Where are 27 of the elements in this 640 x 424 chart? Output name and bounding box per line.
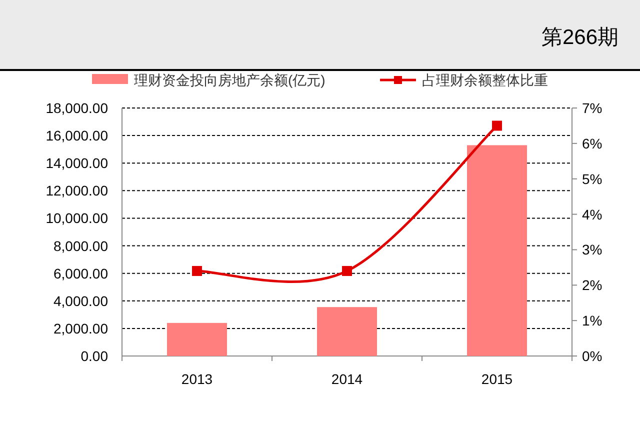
y-tick-label: 4,000.00 bbox=[54, 292, 108, 309]
y-tick-label: 12,000.00 bbox=[46, 182, 108, 199]
y2-tick-label: 6% bbox=[582, 135, 602, 152]
x-tick-label: 2013 bbox=[181, 371, 213, 387]
y-tick-label: 0.00 bbox=[80, 348, 108, 364]
y2-tick-label: 7% bbox=[582, 100, 602, 116]
y-tick-label: 6,000.00 bbox=[54, 265, 108, 282]
y-tick-label: 18,000.00 bbox=[46, 100, 108, 116]
bar bbox=[317, 307, 377, 356]
y-tick-label: 2,000.00 bbox=[54, 320, 108, 336]
y-tick-label: 10,000.00 bbox=[46, 210, 108, 226]
y-tick-label: 16,000.00 bbox=[46, 128, 108, 144]
bar bbox=[467, 145, 527, 356]
y-tick-label: 14,000.00 bbox=[46, 155, 108, 172]
y2-tick-label: 1% bbox=[582, 312, 602, 329]
y2-tick-label: 4% bbox=[582, 206, 602, 222]
y2-tick-label: 2% bbox=[582, 277, 602, 294]
y2-tick-label: 0% bbox=[582, 348, 602, 364]
bar bbox=[167, 322, 227, 356]
legend-label: 占理财余额整体比重 bbox=[422, 72, 548, 88]
x-tick-label: 2015 bbox=[481, 371, 513, 387]
x-tick-label: 2014 bbox=[331, 371, 363, 387]
y-tick-label: 8,000.00 bbox=[54, 238, 108, 254]
y2-tick-label: 3% bbox=[582, 242, 602, 258]
legend-label: 理财资金投向房地产余额(亿元) bbox=[134, 72, 326, 88]
text: 第266期 bbox=[541, 26, 619, 49]
y2-tick-label: 5% bbox=[582, 170, 602, 187]
